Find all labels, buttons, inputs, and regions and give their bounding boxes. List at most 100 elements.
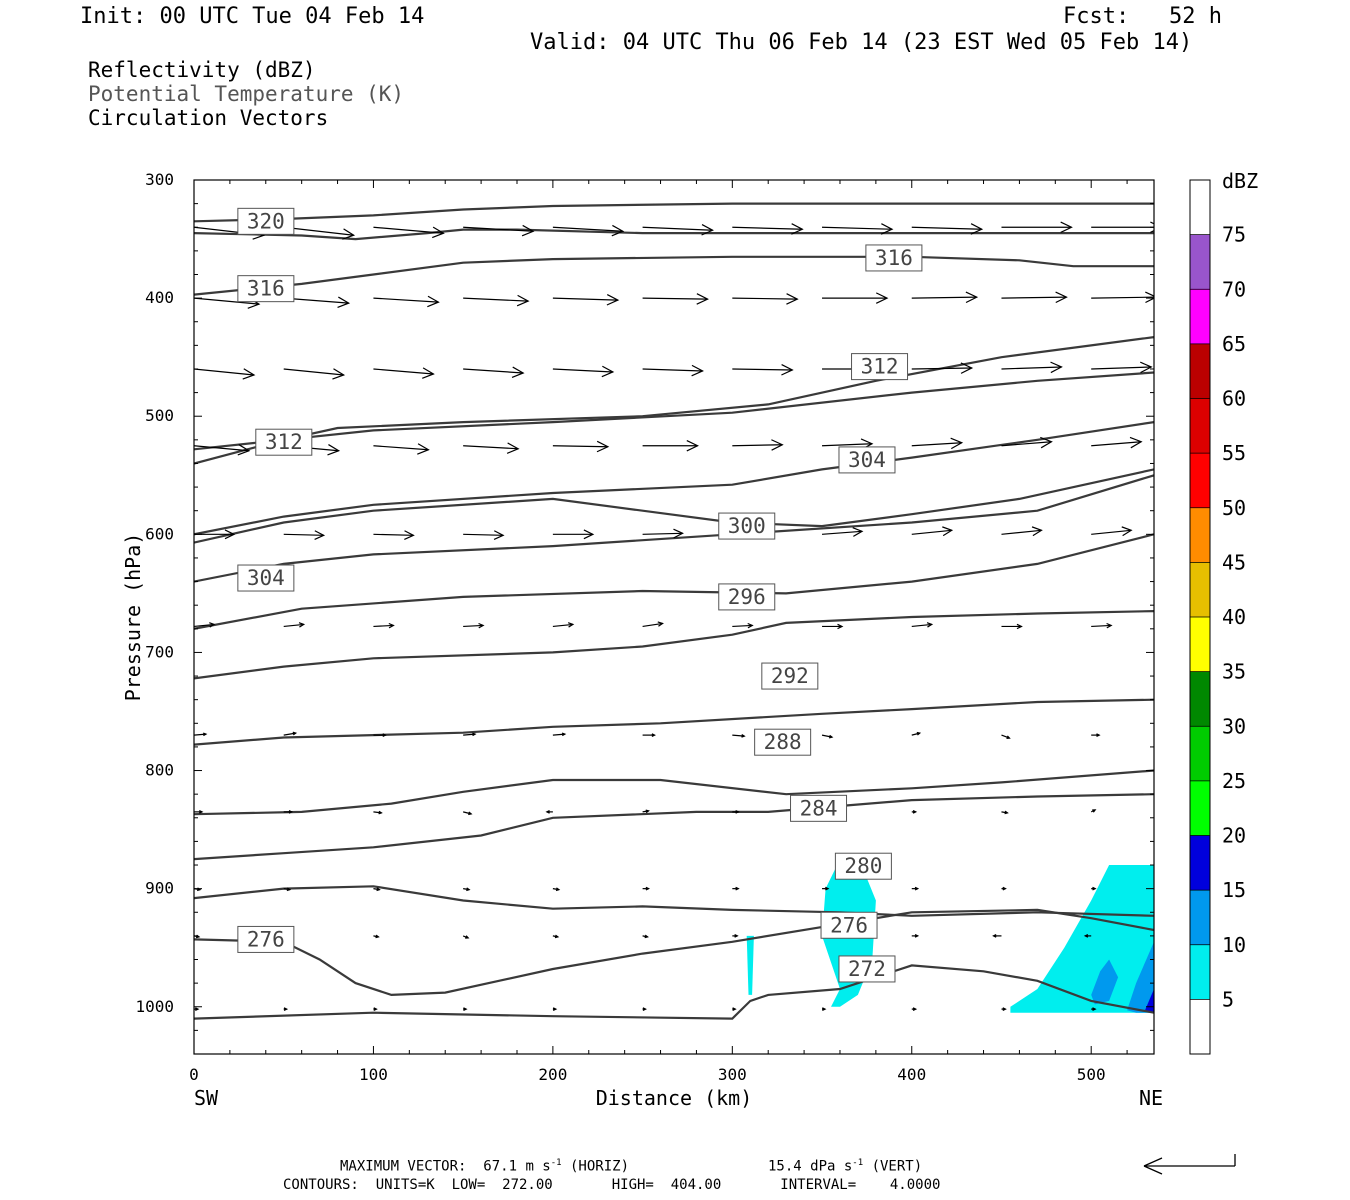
- vector-3-2: [373, 443, 430, 455]
- svg-text:296: 296: [728, 585, 766, 609]
- vector-5-6: [732, 622, 754, 629]
- x-tick-200: 200: [538, 1065, 567, 1084]
- vector-7-6: [732, 810, 740, 814]
- plot-frame: [193, 179, 1155, 1055]
- vector-5-0: [194, 622, 216, 628]
- theta-contour-304-7: [194, 474, 1154, 583]
- contour-label-1: 316: [865, 244, 923, 272]
- vector-1-10: [1091, 291, 1154, 304]
- vector-10-4: [552, 1007, 558, 1011]
- reflectivity-region-4: [1127, 941, 1154, 1013]
- vector-10-3: [463, 1007, 468, 1011]
- vector-7-0: [194, 810, 204, 814]
- colorbar-bin-1: [1190, 944, 1210, 1000]
- vector-9-8: [911, 934, 920, 938]
- vector-0-9: [1001, 221, 1073, 234]
- colorbar-label-40: 40: [1222, 605, 1246, 629]
- theta-contour-288-10: [194, 698, 1154, 746]
- vector-2-10: [1091, 361, 1153, 374]
- svg-text:312: 312: [861, 355, 899, 379]
- exp-horiz: -1: [550, 1158, 562, 1168]
- vector-9-10: [1083, 934, 1092, 938]
- colorbar-label-75: 75: [1222, 223, 1246, 247]
- vector-6-10: [1091, 733, 1101, 737]
- colorbar-bin-10: [1190, 453, 1210, 508]
- x-tick-300: 300: [718, 1065, 747, 1084]
- vector-10-8: [911, 1007, 918, 1011]
- vector-4-3: [463, 530, 505, 540]
- vector-8-2: [373, 887, 381, 892]
- vector-6-5: [642, 733, 656, 737]
- vector-3-3: [463, 442, 520, 454]
- vector-7-10: [1090, 809, 1097, 813]
- vector-3-5: [642, 439, 699, 452]
- theta-contour-276-14: [194, 908, 1154, 997]
- vector-4-5: [642, 528, 684, 539]
- theta-contour-304-5: [194, 421, 1154, 536]
- vector-6-7: [821, 734, 834, 739]
- x-tick-500: 500: [1077, 1065, 1106, 1084]
- max-vector-horiz: 67.1 m s: [483, 1158, 551, 1175]
- svg-text:316: 316: [247, 277, 285, 301]
- svg-text:300: 300: [728, 514, 766, 538]
- vector-1-8: [911, 291, 979, 304]
- valid-time: Valid: 04 UTC Thu 06 Feb 14 (23 EST Wed …: [530, 30, 1193, 55]
- colorbar-bin-12: [1190, 343, 1210, 399]
- theta-contour-292-9: [194, 610, 1154, 680]
- vector-4-9: [1001, 526, 1043, 537]
- vector-2-8: [911, 362, 974, 374]
- vector-7-9: [1001, 810, 1009, 815]
- contour-label-5: 304: [838, 446, 896, 474]
- vector-5-7: [822, 623, 844, 630]
- vector-6-2: [373, 733, 387, 737]
- vector-7-5: [642, 809, 650, 814]
- vector-7-2: [373, 810, 383, 815]
- contour-label-10: 288: [754, 728, 812, 756]
- contour-label-0: 320: [237, 207, 295, 235]
- vector-4-8: [911, 526, 954, 537]
- colorbar-bin-8: [1190, 562, 1210, 617]
- y-tick-300: 300: [145, 170, 174, 189]
- contour-label-4: 312: [255, 428, 313, 456]
- colorbar-bin-15: [1190, 180, 1210, 235]
- vert-tag: (VERT): [863, 1158, 923, 1175]
- colorbar-label-45: 45: [1222, 550, 1246, 574]
- vector-9-3: [462, 935, 470, 939]
- x-axis-title: Distance (km): [596, 1086, 753, 1110]
- vector-5-8: [911, 622, 934, 628]
- y-axis-title: Pressure (hPa): [121, 533, 145, 702]
- colorbar-label-55: 55: [1222, 441, 1246, 465]
- vector-8-6: [732, 886, 740, 891]
- theta-contour-320-0: [194, 202, 1154, 223]
- vector-0-3: [463, 224, 535, 237]
- colorbar-label-60: 60: [1222, 387, 1246, 411]
- vector-1-2: [373, 295, 440, 308]
- contour-label-11: 284: [790, 794, 848, 822]
- vector-0-6: [732, 223, 804, 235]
- vector-1-3: [463, 294, 530, 307]
- theta-contour-316-2: [194, 255, 1154, 296]
- vector-7-8: [911, 810, 918, 814]
- vector-6-4: [552, 732, 567, 737]
- colorbar-label-50: 50: [1222, 496, 1246, 520]
- max-vector-vert-line: 15.4 dPa s-1 (VERT): [768, 1158, 922, 1175]
- vector-6-3: [463, 732, 477, 737]
- x-tick-0: 0: [189, 1065, 199, 1084]
- vector-10-9: [1001, 1007, 1007, 1011]
- colorbar-label-25: 25: [1222, 769, 1246, 793]
- vector-6-0: [194, 732, 208, 737]
- vector-1-5: [642, 293, 709, 305]
- x-tick-400: 400: [897, 1065, 926, 1084]
- vector-2-4: [552, 365, 615, 378]
- vector-4-1: [283, 530, 326, 540]
- vector-9-9: [992, 934, 1002, 938]
- vector-2-1: [283, 368, 346, 380]
- vector-8-9: [1001, 886, 1007, 891]
- colorbar-bin-2: [1190, 890, 1210, 945]
- svg-text:316: 316: [875, 246, 913, 270]
- vector-5-3: [463, 622, 485, 629]
- svg-text:320: 320: [247, 209, 285, 233]
- horiz-tag: (HORIZ): [561, 1158, 630, 1175]
- axis-ticks: 300 400 500 600 700 800 900 1000 0 100 200 300 400 50…: [135, 170, 1154, 1084]
- theta-contour-280-12: [194, 793, 1154, 861]
